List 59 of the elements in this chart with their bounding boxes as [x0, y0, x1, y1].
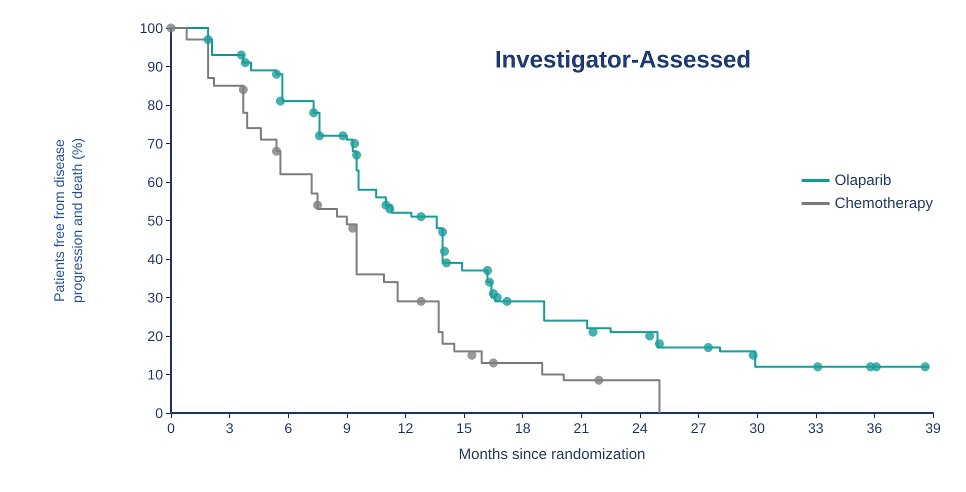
- x-tick-label: 9: [342, 420, 351, 436]
- point: [315, 131, 324, 140]
- y-axis-title: Patients free from disease progression and death (%): [51, 138, 85, 303]
- point: [502, 296, 512, 306]
- point: [350, 139, 360, 148]
- x-tick-label: 12: [398, 420, 414, 436]
- point: [240, 58, 250, 68]
- x-axis-title: Months since randomization: [458, 446, 646, 463]
- point: [704, 343, 713, 352]
- point: [416, 296, 426, 306]
- x-tick-label: 6: [284, 420, 292, 436]
- x-tick-label: 27: [690, 420, 707, 436]
- point: [438, 228, 448, 237]
- point: [492, 293, 502, 302]
- x-tick-label: 36: [866, 420, 882, 436]
- point: [594, 376, 604, 385]
- y-tick-label: 70: [147, 136, 164, 152]
- y-tick-label: 90: [147, 58, 164, 74]
- point: [416, 212, 426, 222]
- point: [440, 246, 450, 256]
- point: [748, 350, 758, 360]
- y-tick-label: 10: [147, 366, 164, 382]
- y-tick-label: 50: [147, 212, 164, 228]
- x-tick-label: 21: [574, 420, 590, 436]
- x-tick-label: 15: [456, 420, 472, 436]
- x-tick-label: 33: [808, 420, 824, 436]
- point: [309, 108, 318, 118]
- point: [313, 200, 322, 210]
- y-tick-label: 80: [147, 97, 164, 113]
- y-tick-label: 100: [140, 20, 164, 36]
- point: [872, 362, 881, 372]
- x-tick-label: 24: [632, 420, 648, 436]
- point: [276, 96, 285, 106]
- point: [236, 50, 246, 60]
- x-tick-label: 3: [226, 420, 234, 436]
- x-tick-label: 18: [514, 420, 531, 436]
- point: [204, 35, 213, 44]
- point: [813, 362, 822, 372]
- point: [238, 85, 248, 94]
- point: [272, 146, 282, 156]
- legend-label: Chemotherapy: [834, 195, 934, 212]
- y-tick-label: 20: [147, 328, 164, 344]
- point: [352, 150, 362, 160]
- y-tick-label: 30: [147, 290, 164, 306]
- legend-label: Olaparib: [834, 172, 892, 189]
- y-tick-label: 40: [147, 251, 164, 267]
- point: [484, 278, 494, 287]
- y-tick-label: 60: [147, 174, 164, 190]
- x-tick-label: 30: [749, 420, 766, 436]
- point: [920, 362, 930, 372]
- point: [442, 258, 451, 268]
- text: Investigator-Assessed: [494, 46, 752, 74]
- point: [338, 131, 348, 140]
- x-tick-label: 39: [925, 420, 941, 436]
- point: [488, 358, 498, 368]
- x-tick-label: 0: [167, 420, 176, 436]
- point: [483, 266, 492, 276]
- y-tick-label: 0: [155, 405, 164, 421]
- point: [272, 70, 282, 79]
